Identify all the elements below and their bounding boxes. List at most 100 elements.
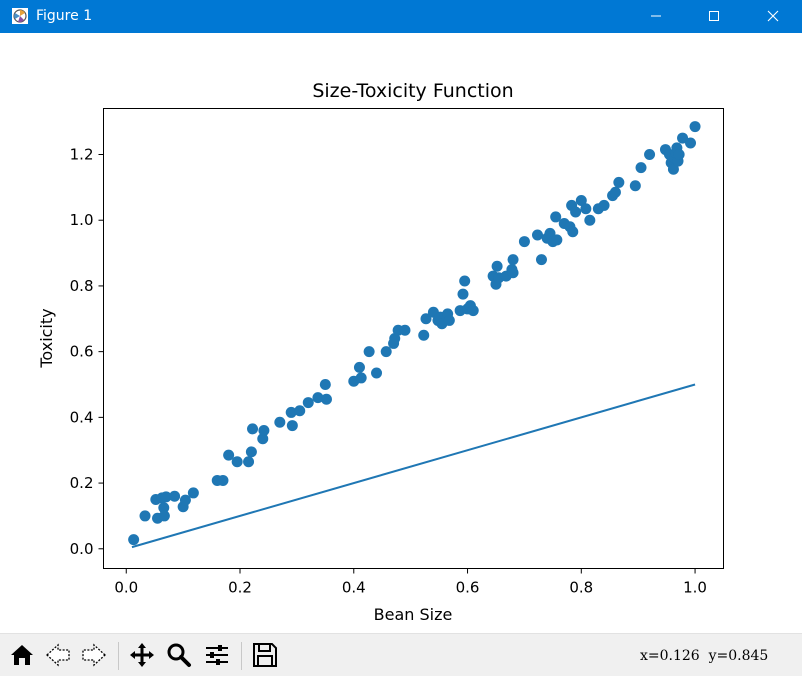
scatter-point <box>243 456 255 468</box>
chart-title: Size-Toxicity Function <box>312 80 513 102</box>
y-tick-label: 0.0 <box>70 540 94 558</box>
y-axis-label: Toxicity <box>37 308 56 368</box>
scatter-point <box>420 313 432 325</box>
scatter-point <box>673 149 685 160</box>
save-icon <box>251 641 279 673</box>
scatter-point <box>635 162 647 174</box>
scatter-point <box>689 121 701 133</box>
scatter-point <box>399 324 411 336</box>
configure-subplots-icon <box>203 641 231 673</box>
configure-subplots-button[interactable] <box>201 642 233 672</box>
x-tick-label: 1.0 <box>683 579 707 597</box>
home-icon <box>8 641 36 673</box>
scatter-point <box>551 234 563 246</box>
toolbar-separator <box>118 642 119 670</box>
scatter-point <box>580 203 592 215</box>
scatter-point <box>535 254 547 266</box>
window-title: Figure 1 <box>36 8 93 24</box>
scatter-point <box>371 367 383 379</box>
scatter-point <box>285 406 297 418</box>
scatter-point <box>532 229 543 241</box>
y-tick-label: 1.2 <box>70 146 94 164</box>
scatter-point <box>457 288 469 300</box>
x-tick-label: 0.2 <box>228 579 252 597</box>
scatter-point <box>609 186 621 198</box>
y-tick-label: 0.6 <box>70 343 94 361</box>
scatter-point <box>613 176 625 188</box>
scatter-point <box>507 254 519 266</box>
zoom-button[interactable] <box>163 642 195 672</box>
home-button[interactable] <box>6 642 38 672</box>
scatter-point <box>443 314 455 326</box>
scatter-point <box>274 416 286 428</box>
scatter-point <box>644 149 656 160</box>
scatter-point <box>418 329 430 341</box>
title-bar: Figure 1 <box>0 0 802 33</box>
x-tick-label: 0.6 <box>456 579 480 597</box>
scatter-point <box>459 275 471 287</box>
minimize-button[interactable] <box>627 0 685 33</box>
x-tick-label: 0.4 <box>342 579 366 597</box>
y-tick-label: 1.0 <box>70 211 94 229</box>
scatter-point <box>629 180 641 192</box>
scatter-point <box>223 449 235 461</box>
scatter-point <box>320 393 332 405</box>
scatter-point <box>158 502 170 514</box>
scatter-point <box>550 211 562 223</box>
scatter-point <box>312 392 324 404</box>
scatter-point <box>677 132 689 144</box>
maximize-icon <box>708 7 720 26</box>
scatter-point <box>294 405 306 417</box>
scatter-point <box>217 474 229 486</box>
toolbar-separator <box>241 642 242 670</box>
matplotlib-figure-icon <box>11 7 29 25</box>
save-button[interactable] <box>249 642 281 672</box>
maximize-button[interactable] <box>685 0 743 33</box>
back-button[interactable] <box>42 642 74 672</box>
scatter-point <box>491 260 503 272</box>
scatter-point <box>160 491 172 503</box>
scatter-point <box>567 226 579 238</box>
scatter-point <box>598 199 610 211</box>
scatter-point <box>518 236 530 248</box>
scatter-point <box>128 534 140 546</box>
x-tick-label: 0.8 <box>569 579 593 597</box>
scatter-point <box>286 420 298 432</box>
scatter-point <box>507 267 519 279</box>
forward-icon <box>80 641 108 673</box>
forward-button[interactable] <box>78 642 110 672</box>
minimize-icon <box>650 7 662 26</box>
scatter-point <box>363 346 375 358</box>
scatter-point <box>257 433 269 445</box>
axes-frame <box>103 108 724 569</box>
scatter-point <box>319 379 331 390</box>
x-tick-label: 0.0 <box>114 579 138 597</box>
scatter-point <box>179 494 191 506</box>
figure-canvas[interactable]: Size-Toxicity Function 0.0 0.2 0.4 0.6 0.8 1.… <box>0 33 802 633</box>
scatter-point <box>570 206 582 218</box>
scatter-point <box>302 397 314 409</box>
x-axis-label: Bean Size <box>374 605 453 624</box>
scatter-point <box>667 163 679 175</box>
scatter-point <box>685 137 697 149</box>
scatter-chart: Size-Toxicity Function 0.0 0.2 0.4 0.6 0.8 1.… <box>37 80 724 624</box>
scatter-point <box>584 214 596 226</box>
scatter-point <box>169 490 181 502</box>
zoom-icon <box>165 641 193 673</box>
y-tick-label: 0.8 <box>70 277 94 295</box>
scatter-point <box>139 510 151 522</box>
scatter-point <box>355 372 367 384</box>
fit-line <box>131 383 696 549</box>
scatter-point <box>380 346 392 358</box>
pan-button[interactable] <box>126 642 158 672</box>
close-icon <box>767 7 779 26</box>
y-tick-label: 0.2 <box>70 474 94 492</box>
scatter-point <box>187 487 199 499</box>
scatter-point <box>231 456 243 468</box>
close-button[interactable] <box>744 0 802 33</box>
navigation-toolbar <box>0 633 802 676</box>
scatter-point <box>245 446 257 458</box>
scatter-point <box>467 305 479 317</box>
scatter-point <box>575 195 587 206</box>
y-tick-label: 0.4 <box>70 408 94 426</box>
